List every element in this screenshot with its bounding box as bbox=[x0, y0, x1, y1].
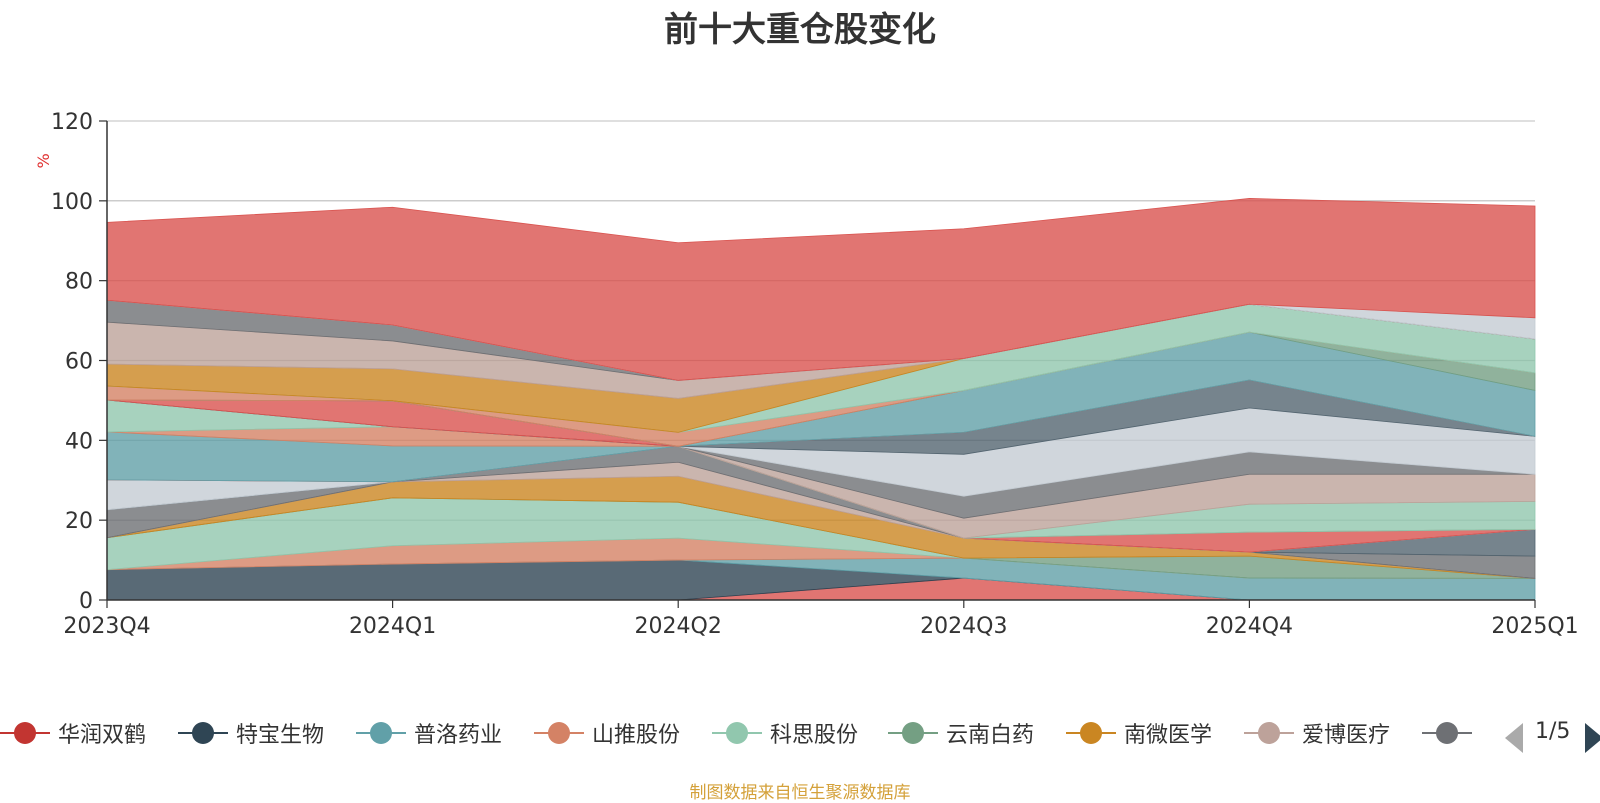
legend-item[interactable]: 南微医学 bbox=[1066, 713, 1212, 753]
y-tick-label: 120 bbox=[51, 110, 93, 135]
legend-item[interactable]: 云南白药 bbox=[888, 713, 1034, 753]
series-areas bbox=[106, 198, 1536, 601]
legend-pager: 1/5 bbox=[1505, 717, 1600, 753]
legend-marker-icon bbox=[888, 721, 938, 745]
legend-marker-icon bbox=[1066, 721, 1116, 745]
y-tick-label: 0 bbox=[79, 589, 93, 614]
legend-item[interactable]: 普洛药业 bbox=[356, 713, 502, 753]
x-tick-label: 2024Q3 bbox=[920, 614, 1007, 639]
y-tick-label: 20 bbox=[65, 509, 93, 534]
legend-marker-icon bbox=[178, 721, 228, 745]
series-area[interactable] bbox=[106, 198, 1536, 381]
legend-label: 科思股份 bbox=[770, 723, 859, 748]
legend-page-indicator: 1/5 bbox=[1535, 719, 1571, 744]
legend-marker-icon bbox=[0, 721, 50, 745]
legend-label: 普洛药业 bbox=[414, 723, 503, 748]
x-tick-label: 2025Q1 bbox=[1491, 614, 1578, 639]
legend-label: 山推股份 bbox=[592, 723, 681, 748]
y-axis-unit-label: % bbox=[34, 153, 53, 168]
x-tick-label: 2024Q1 bbox=[349, 614, 436, 639]
legend: 华润双鹤 特宝生物 普洛药业 山推股份 科思股份 云南白药 南微医学 爱博医疗 亻 bbox=[0, 713, 1480, 753]
tick-labels: 0 20 40 60 80 100 120 2023Q4 2024Q1 2024Q2 2024Q3 2… bbox=[34, 110, 1579, 639]
legend-marker-icon bbox=[356, 721, 406, 745]
legend-label: 爱博医疗 bbox=[1302, 723, 1391, 748]
legend-marker-icon bbox=[1244, 721, 1294, 745]
chart-title: 前十大重仓股变化 bbox=[664, 10, 936, 50]
legend-marker-icon bbox=[534, 721, 584, 745]
legend-item[interactable]: 爱博医疗 bbox=[1244, 713, 1390, 753]
legend-label: 华润双鹤 bbox=[58, 723, 147, 748]
axes bbox=[99, 120, 1536, 608]
legend-item[interactable]: 山推股份 bbox=[534, 713, 680, 753]
legend-marker-icon bbox=[1422, 721, 1472, 745]
legend-marker-icon bbox=[712, 721, 762, 745]
legend-item[interactable]: 特宝生物 bbox=[178, 713, 324, 753]
x-tick-label: 2024Q4 bbox=[1206, 614, 1293, 639]
legend-prev-arrow-icon[interactable] bbox=[1505, 723, 1523, 753]
legend-item[interactable]: 华润双鹤 bbox=[0, 713, 146, 753]
x-tick-label: 2024Q2 bbox=[635, 614, 722, 639]
legend-label: 南微医学 bbox=[1124, 723, 1213, 748]
y-tick-label: 60 bbox=[65, 350, 93, 375]
legend-item[interactable]: 科思股份 bbox=[712, 713, 858, 753]
x-tick-label: 2023Q4 bbox=[63, 614, 150, 639]
y-tick-label: 80 bbox=[65, 270, 93, 295]
y-tick-label: 40 bbox=[65, 429, 93, 454]
y-tick-label: 100 bbox=[51, 190, 93, 215]
legend-next-arrow-icon[interactable] bbox=[1585, 723, 1600, 753]
source-note: 制图数据来自恒生聚源数据库 bbox=[689, 783, 911, 803]
legend-label: 云南白药 bbox=[946, 723, 1035, 748]
legend-item[interactable]: 亻 bbox=[1422, 713, 1480, 753]
legend-label: 特宝生物 bbox=[236, 723, 325, 748]
